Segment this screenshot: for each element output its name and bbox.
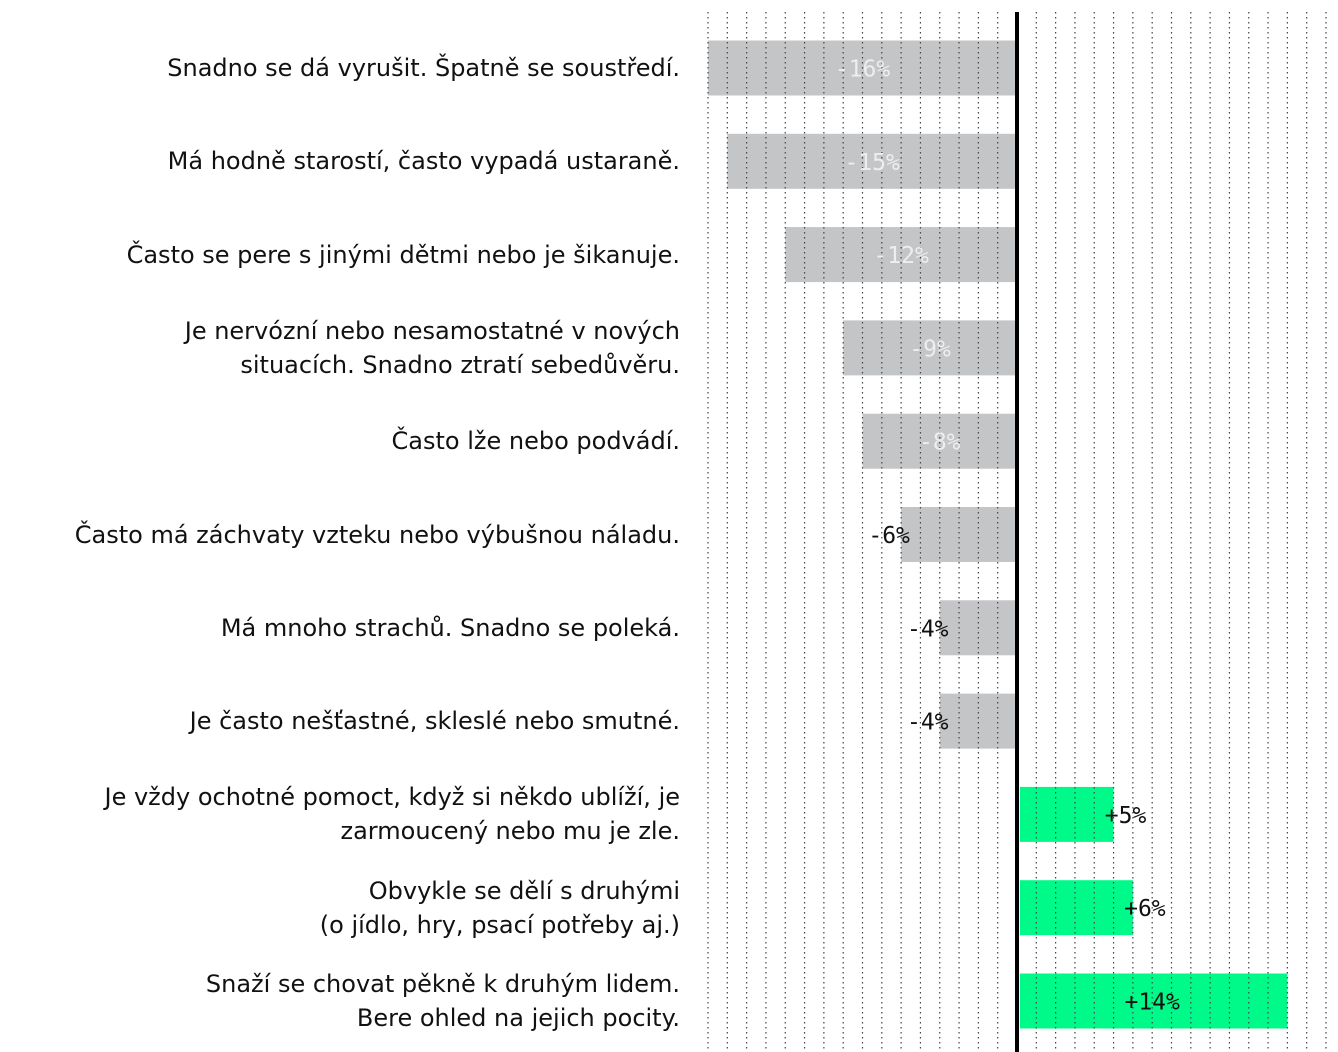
value-label: -4% [907,616,949,642]
category-label: Je nervózní nebo nesamostatné v nových s… [184,316,680,379]
bar [939,693,1017,749]
category-label: Má hodně starostí, často vypadá ustaraně… [167,147,680,176]
category-label: Obvykle se dělí s druhými (o jídlo, hry,… [319,876,680,939]
value-label: -9% [909,336,951,362]
value-label: -4% [907,710,949,736]
value-label: -6% [868,523,910,549]
category-label: Často má záchvaty vzteku nebo výbušnou n… [74,520,680,549]
category-label: Snaží se chovat pěkně k druhým lidem. Be… [205,970,680,1032]
category-label: Často lže nebo podvádí. [391,427,680,456]
bar [1020,786,1114,842]
value-label: -12% [873,243,929,269]
bar [843,320,1017,376]
category-label: Snadno se dá vyrušit. Špatně se soustřed… [167,54,680,82]
bar [727,133,1017,189]
value-label: -15% [844,150,900,176]
value-label: +5% [1105,803,1147,829]
bar [1020,973,1288,1029]
category-label: Často se pere s jinými dětmi nebo je šik… [126,240,680,269]
value-label: -16% [835,57,891,83]
value-label: +6% [1124,896,1166,922]
category-label: Je často nešťastné, skleslé nebo smutné. [189,707,680,736]
value-label: -8% [919,430,961,456]
value-label: +14% [1124,990,1180,1016]
category-label: Má mnoho strachů. Snadno se poleká. [220,613,680,642]
bar [1020,880,1133,936]
category-label: Je vždy ochotné pomoct, když si někdo ub… [104,783,681,846]
bar [901,507,1017,562]
